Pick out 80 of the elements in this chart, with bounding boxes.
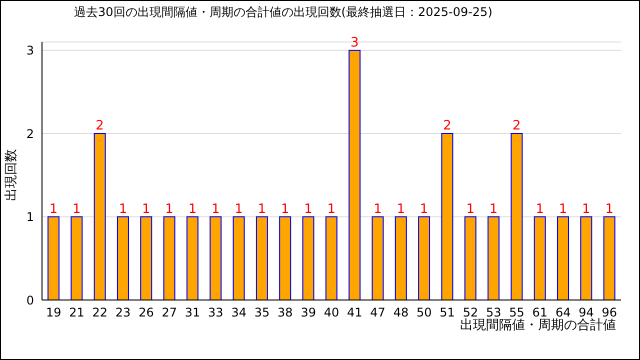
x-axis-title: 出現間隔値・周期の合計値 (460, 317, 616, 334)
x-tick-label: 41 (347, 306, 362, 320)
bar (348, 50, 361, 300)
bar (603, 216, 616, 300)
x-tick-label: 55 (509, 306, 524, 320)
bar (210, 216, 222, 300)
data-label: 3 (350, 35, 359, 50)
x-tick-label: 39 (300, 306, 316, 320)
bar (534, 216, 546, 300)
bar (464, 216, 476, 300)
x-tick-label: 52 (462, 306, 478, 320)
x-tick-label: 48 (393, 306, 409, 320)
data-label: 2 (96, 118, 104, 134)
data-label: 1 (118, 202, 128, 217)
bar (116, 216, 129, 300)
data-label: 1 (396, 202, 406, 217)
data-label: 1 (280, 202, 290, 217)
bar (94, 133, 106, 300)
data-label: 1 (165, 202, 174, 217)
data-label: 1 (234, 202, 243, 217)
bar (70, 216, 83, 300)
data-label: 1 (605, 202, 614, 217)
bar (302, 216, 314, 300)
bar (372, 216, 384, 300)
x-tick-label: 33 (208, 306, 224, 320)
data-label: 1 (536, 202, 544, 217)
x-tick-label: 35 (254, 306, 270, 320)
data-label: 1 (582, 202, 590, 217)
data-label: 1 (489, 202, 498, 217)
data-label: 1 (304, 202, 312, 217)
x-tick-label: 23 (115, 306, 131, 320)
x-tick-label: 50 (416, 306, 432, 320)
data-label: 1 (327, 202, 336, 217)
bar (163, 216, 176, 300)
data-label: 1 (258, 202, 266, 217)
data-label: 1 (420, 202, 428, 217)
bar (48, 216, 60, 300)
data-label: 1 (558, 202, 568, 217)
chart-title: 過去30回の出現間隔値・周期の合計値の出現回数(最終抽選日：2025-09-25) (74, 4, 492, 21)
y-tick-label: 2 (26, 126, 34, 141)
x-tick-label: 19 (46, 306, 62, 320)
bar (557, 216, 570, 300)
data-label: 1 (211, 202, 220, 217)
bar (441, 133, 454, 300)
y-tick-label: 1 (26, 210, 34, 224)
bar (325, 216, 338, 300)
x-tick-label: 47 (370, 306, 386, 320)
bar (232, 216, 245, 300)
bar (510, 133, 523, 300)
data-label: 2 (512, 118, 521, 134)
x-tick-label: 34 (231, 306, 246, 320)
data-label: 2 (443, 118, 452, 134)
x-tick-label: 26 (138, 306, 154, 320)
bar (394, 216, 407, 300)
y-axis-title: 出現回数 (3, 149, 20, 201)
data-label: 1 (49, 202, 58, 217)
x-tick-label: 96 (602, 306, 618, 320)
x-tick-label: 51 (440, 306, 455, 320)
bar (186, 216, 198, 300)
data-label: 1 (466, 202, 475, 217)
x-tick-label: 21 (69, 306, 84, 320)
x-tick-label: 38 (278, 306, 293, 320)
x-tick-label: 31 (184, 306, 200, 320)
x-tick-label: 61 (532, 306, 548, 320)
data-label: 1 (142, 202, 150, 217)
bar (580, 216, 592, 300)
bar (418, 216, 430, 300)
data-label: 1 (374, 202, 382, 217)
bar (256, 216, 268, 300)
bar (488, 216, 500, 300)
bar (279, 216, 292, 300)
x-tick-label: 53 (486, 306, 502, 320)
x-tick-label: 40 (324, 306, 340, 320)
x-tick-label: 27 (162, 306, 178, 320)
y-tick-label: 0 (26, 293, 34, 308)
y-tick-label: 3 (26, 44, 34, 58)
x-tick-label: 22 (92, 306, 108, 320)
data-label: 1 (72, 202, 81, 217)
data-label: 1 (188, 202, 197, 217)
bar (140, 216, 152, 300)
